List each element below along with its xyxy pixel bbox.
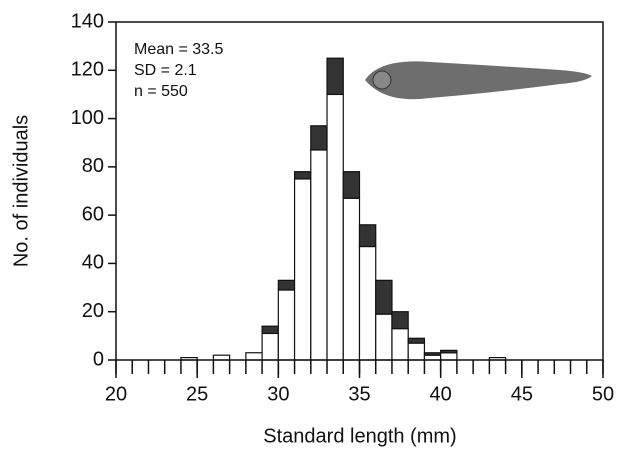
bar: [261, 325, 279, 335]
bar: [277, 289, 296, 361]
bar: [310, 125, 328, 151]
x-tick-label: 45: [511, 383, 533, 405]
bar: [440, 352, 458, 361]
bar: [407, 337, 426, 344]
y-tick-label: 80: [82, 155, 104, 177]
bar: [261, 332, 279, 361]
bar: [375, 279, 393, 315]
bar: [326, 93, 344, 361]
bar: [293, 178, 312, 361]
bar: [391, 328, 409, 361]
x-tick-label: 25: [186, 383, 208, 405]
x-tick-label: 40: [430, 383, 452, 405]
bar: [326, 57, 344, 96]
bar: [440, 349, 458, 354]
y-tick-label: 120: [71, 59, 104, 81]
bar: [391, 311, 409, 330]
bar: [375, 313, 393, 361]
y-tick-label: 140: [71, 10, 104, 32]
bar: [423, 352, 442, 356]
bar: [293, 171, 312, 180]
annotation: Mean = 33.5: [134, 41, 224, 58]
fish-image: [365, 61, 592, 100]
y-tick-label: 20: [82, 300, 104, 322]
x-tick-label: 50: [592, 383, 614, 405]
x-tick-label: 20: [105, 383, 127, 405]
bar: [407, 342, 426, 361]
bar: [245, 352, 263, 361]
x-axis-title: Standard length (mm): [263, 425, 456, 447]
bar: [342, 197, 361, 361]
y-tick-label: 100: [71, 107, 104, 129]
y-tick-label: 40: [82, 252, 104, 274]
bar: [277, 279, 296, 291]
y-tick-label: 0: [93, 348, 104, 370]
x-tick-label: 35: [348, 383, 370, 405]
annotation: SD = 2.1: [134, 62, 197, 79]
bar: [358, 224, 377, 248]
bar: [358, 245, 377, 361]
annotation: n = 550: [134, 83, 188, 100]
y-tick-label: 60: [82, 203, 104, 225]
y-axis-title: No. of individuals: [10, 115, 32, 267]
x-tick-label: 30: [267, 383, 289, 405]
bar: [310, 149, 328, 361]
bar: [342, 171, 361, 199]
